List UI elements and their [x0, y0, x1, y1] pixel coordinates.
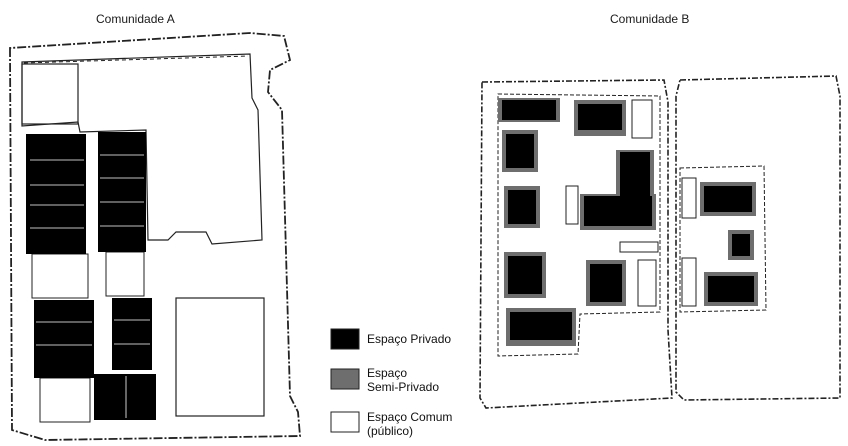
- community-a-plan: [9, 32, 301, 441]
- community-a-private-block-2: [98, 132, 146, 252]
- community-b-title: Comunidade B: [610, 12, 690, 26]
- community-b-west-inner-block: [497, 93, 661, 357]
- community-a-plot-nw: [21, 63, 79, 125]
- community-b-west-boundary: [479, 79, 673, 409]
- community-a-private-block-5: [94, 374, 156, 420]
- legend-swatches: [330, 328, 360, 433]
- community-b-open-lot-4: [637, 259, 657, 307]
- community-a-title: Comunidade A: [96, 12, 175, 26]
- community-b-open-lot-5: [681, 177, 697, 219]
- community-a-boundary: [9, 32, 301, 441]
- legend-semi-private-swatch: [330, 368, 360, 390]
- community-b-open-lot-6: [681, 257, 697, 307]
- community-b-east-boundary: [675, 75, 841, 401]
- community-a-open-area-1: [31, 253, 89, 299]
- legend-semi-private-label-line2: Semi-Privado: [367, 380, 440, 394]
- legend-private-swatch: [330, 328, 360, 350]
- community-a-inner-block: [21, 53, 263, 245]
- community-b-private-houses: [502, 100, 754, 340]
- legend-common-label-line1: Espaço Comum: [367, 410, 453, 424]
- community-a-private-block-3: [34, 300, 94, 378]
- community-b-plan: [479, 75, 841, 409]
- community-a-public-square: [175, 297, 265, 417]
- legend-common-swatch: [330, 411, 360, 433]
- community-b-east-inner-block: [679, 165, 767, 313]
- community-a-lot-lines: [30, 154, 150, 418]
- community-a-open-area-3: [105, 251, 145, 297]
- community-a-north-road: [23, 55, 249, 64]
- community-a-private-block-4: [112, 298, 152, 370]
- community-b-open-lot-2: [565, 185, 579, 225]
- community-b-open-lot-1: [631, 99, 653, 139]
- legend-semi-private-label-line1: Espaço: [367, 366, 408, 380]
- legend-private-label: Espaço Privado: [367, 332, 452, 346]
- legend-common-label-line2: (público): [367, 424, 414, 438]
- community-b-open-lot-3: [619, 241, 659, 253]
- community-a-open-area-2: [39, 377, 91, 423]
- community-a-private-block-1: [26, 134, 86, 254]
